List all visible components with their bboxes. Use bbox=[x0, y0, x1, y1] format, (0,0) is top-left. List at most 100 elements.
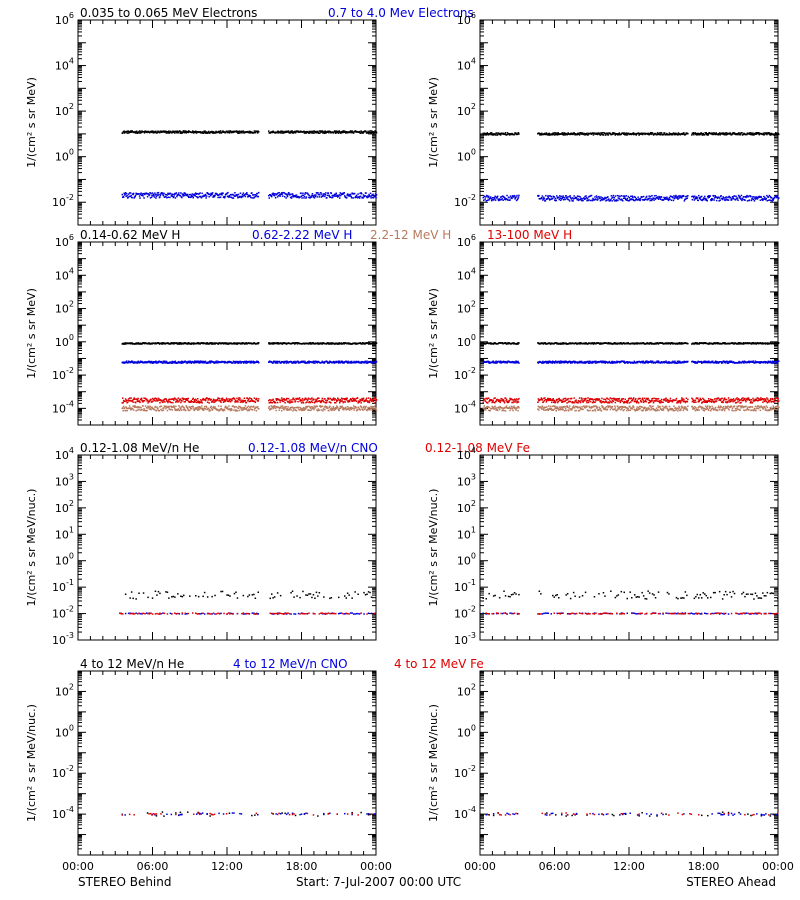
data-point bbox=[155, 360, 157, 362]
data-point bbox=[347, 195, 350, 197]
data-point bbox=[323, 362, 326, 364]
data-point bbox=[212, 196, 214, 198]
data-point bbox=[538, 132, 541, 134]
data-point bbox=[361, 343, 363, 345]
data-point bbox=[179, 362, 182, 364]
data-point bbox=[499, 198, 501, 201]
data-point bbox=[154, 192, 156, 194]
data-point bbox=[561, 132, 563, 134]
data-point bbox=[183, 193, 185, 196]
data-point bbox=[319, 130, 322, 132]
data-point bbox=[311, 193, 314, 195]
data-point bbox=[650, 198, 652, 200]
data-point bbox=[144, 409, 146, 412]
data-point bbox=[494, 199, 497, 201]
data-point bbox=[269, 194, 271, 196]
data-point bbox=[499, 134, 502, 136]
data-point bbox=[606, 132, 609, 134]
data-point bbox=[268, 130, 270, 132]
data-point bbox=[738, 132, 740, 134]
data-point bbox=[179, 406, 181, 408]
data-point bbox=[138, 195, 141, 197]
data-point bbox=[208, 409, 211, 411]
data-point bbox=[504, 198, 507, 201]
data-point bbox=[375, 361, 378, 363]
data-point bbox=[165, 132, 168, 134]
data-point bbox=[499, 132, 501, 135]
data-point bbox=[482, 132, 484, 135]
data-point bbox=[253, 196, 256, 198]
data-point bbox=[234, 195, 237, 197]
data-point bbox=[715, 199, 718, 202]
data-point bbox=[130, 407, 132, 409]
data-point bbox=[274, 197, 277, 199]
data-point bbox=[714, 133, 717, 136]
data-point bbox=[170, 193, 172, 195]
data-point bbox=[562, 195, 564, 197]
data-point bbox=[349, 195, 351, 197]
data-point bbox=[249, 132, 251, 134]
data-point bbox=[556, 195, 558, 197]
data-point bbox=[340, 194, 342, 197]
data-point bbox=[487, 134, 490, 136]
data-point bbox=[672, 196, 674, 199]
data-point bbox=[668, 132, 671, 134]
data-point bbox=[156, 362, 158, 364]
data-point bbox=[340, 131, 342, 134]
data-point bbox=[552, 197, 554, 200]
data-point bbox=[314, 194, 316, 196]
data-point bbox=[550, 133, 552, 135]
data-point bbox=[572, 133, 574, 136]
data-point bbox=[236, 193, 238, 196]
data-point bbox=[125, 406, 127, 408]
data-point bbox=[308, 130, 311, 133]
data-point bbox=[621, 198, 623, 200]
data-point bbox=[211, 342, 213, 344]
data-point bbox=[343, 192, 345, 195]
data-point bbox=[595, 198, 597, 201]
data-point bbox=[217, 408, 219, 411]
data-point bbox=[664, 198, 666, 200]
data-point bbox=[574, 196, 577, 199]
data-point bbox=[216, 194, 219, 196]
data-point bbox=[678, 197, 680, 199]
data-point bbox=[297, 195, 300, 198]
data-point bbox=[698, 194, 700, 197]
data-point bbox=[337, 361, 339, 363]
data-point bbox=[141, 193, 144, 195]
data-point bbox=[223, 360, 225, 363]
data-point bbox=[203, 130, 205, 132]
data-point bbox=[719, 199, 721, 201]
data-point bbox=[625, 132, 627, 135]
data-point bbox=[194, 131, 196, 133]
data-point bbox=[657, 198, 660, 200]
data-point bbox=[670, 199, 673, 201]
data-point bbox=[644, 198, 647, 200]
data-point bbox=[728, 196, 731, 198]
data-point bbox=[293, 131, 296, 134]
data-point bbox=[757, 196, 760, 199]
data-point bbox=[181, 362, 184, 364]
data-point bbox=[220, 342, 223, 345]
data-point bbox=[189, 406, 191, 409]
data-point bbox=[293, 131, 295, 133]
data-point bbox=[183, 407, 185, 409]
data-point bbox=[147, 193, 150, 195]
data-point bbox=[127, 130, 129, 132]
data-point bbox=[186, 361, 188, 363]
data-point bbox=[214, 194, 216, 197]
data-point bbox=[596, 199, 599, 201]
data-point bbox=[489, 196, 492, 198]
data-point bbox=[313, 362, 315, 364]
data-point bbox=[271, 131, 273, 134]
data-point bbox=[335, 192, 337, 194]
data-point bbox=[123, 362, 126, 364]
data-point bbox=[625, 195, 627, 197]
data-point bbox=[167, 342, 169, 344]
data-point bbox=[164, 131, 166, 134]
data-point bbox=[759, 196, 761, 198]
data-point bbox=[175, 193, 177, 195]
data-point bbox=[577, 199, 580, 202]
data-point bbox=[152, 132, 155, 134]
data-point bbox=[202, 342, 204, 345]
